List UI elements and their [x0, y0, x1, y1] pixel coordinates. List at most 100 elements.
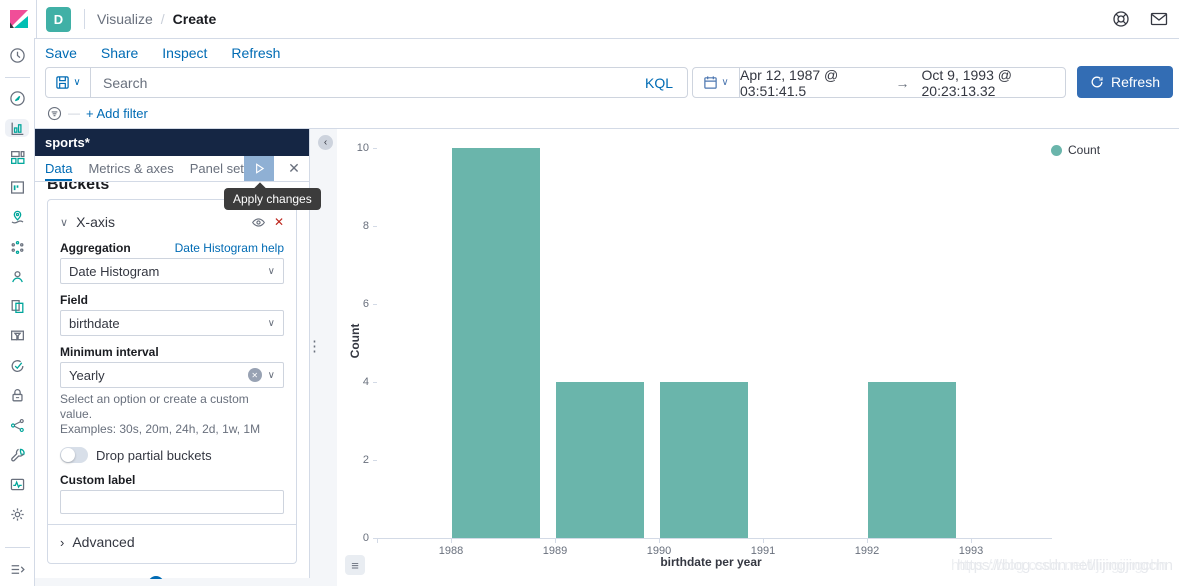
date-histogram-help-link[interactable]: Date Histogram help: [174, 241, 284, 255]
canvas-icon[interactable]: [5, 179, 29, 197]
x-axis-line: [377, 538, 1052, 539]
x-tick-mark: [451, 538, 452, 543]
search-input[interactable]: [91, 74, 631, 91]
clear-interval-icon[interactable]: ✕: [247, 368, 262, 382]
y-tick-label: 0: [362, 532, 369, 544]
x-tick-mark: [659, 538, 660, 543]
aggregation-select[interactable]: Date Histogram ∨: [60, 258, 284, 284]
nav-divider: [4, 76, 30, 78]
save-query-floppy-icon: [56, 76, 70, 89]
drop-partial-buckets-toggle[interactable]: [60, 447, 88, 463]
panel-resize-handle[interactable]: ⋮: [307, 338, 322, 355]
discover-compass-icon[interactable]: [5, 89, 29, 107]
add-bucket-button[interactable]: + Add: [47, 573, 297, 579]
x-tick-mark: [867, 538, 868, 543]
users-icon[interactable]: [5, 268, 29, 286]
minimum-interval-select[interactable]: Yearly ✕ ∨: [60, 362, 284, 388]
custom-label-label: Custom label: [60, 473, 136, 487]
y-tick-mark: [373, 538, 377, 539]
filter-bar: — + Add filter: [35, 98, 1179, 129]
logs-icon[interactable]: [5, 298, 29, 316]
legend-item-count[interactable]: Count: [1051, 143, 1100, 157]
start-date-button[interactable]: Apr 12, 1987 @ 03:51:41.5: [740, 66, 839, 99]
maps-icon[interactable]: [5, 208, 29, 226]
legend-toggle-button[interactable]: ≡: [345, 555, 365, 575]
date-range: Apr 12, 1987 @ 03:51:41.5 → Oct 9, 1993 …: [740, 67, 1065, 99]
bar-1988[interactable]: [452, 148, 540, 538]
refresh-icon: [1091, 76, 1103, 88]
breadcrumb-parent[interactable]: Visualize: [97, 11, 153, 27]
uptime-icon[interactable]: [5, 357, 29, 375]
chevron-down-icon[interactable]: ∨: [60, 216, 69, 229]
legend-dot-icon: [1051, 144, 1062, 156]
field-label: Field: [60, 293, 89, 307]
buckets-section-title: Buckets: [47, 182, 110, 193]
apm-icon[interactable]: [5, 327, 29, 345]
kibana-logo-icon[interactable]: [9, 9, 29, 29]
bar-1989[interactable]: [556, 382, 644, 538]
tab-data[interactable]: Data: [45, 156, 72, 181]
x-tick-mark: [555, 538, 556, 543]
filter-icon[interactable]: [47, 106, 62, 121]
breadcrumb: Visualize / Create: [97, 0, 216, 38]
x-tick-label: 1991: [750, 545, 776, 557]
y-tick-label: 4: [362, 376, 369, 388]
x-tick-label: 1989: [542, 545, 568, 557]
chevron-down-icon: ∨: [267, 317, 275, 329]
y-tick-label: 6: [362, 298, 369, 310]
discard-changes-button[interactable]: ✕: [281, 156, 307, 181]
drop-partial-buckets-label: Drop partial buckets: [96, 447, 212, 463]
nav-divider: [4, 547, 30, 549]
saved-query-menu-button[interactable]: ∨: [46, 68, 91, 97]
graph-icon[interactable]: [5, 417, 29, 435]
collapse-panel-button[interactable]: ‹: [318, 135, 333, 150]
remove-bucket-icon[interactable]: ✕: [273, 215, 284, 229]
toggle-visibility-eye-icon[interactable]: [251, 215, 266, 230]
field-select[interactable]: birthdate ∨: [60, 310, 284, 336]
dev-tools-wrench-icon[interactable]: [5, 446, 29, 464]
watermark: https://blog.csdn.net/lijingjingchn: [957, 557, 1173, 574]
custom-label-input[interactable]: [60, 490, 284, 514]
tab-metrics-axes[interactable]: Metrics & axes: [88, 161, 174, 176]
visualize-icon[interactable]: [5, 119, 29, 137]
x-tick-label: 1990: [646, 545, 672, 557]
y-tick-mark: [373, 148, 377, 149]
dashboard-icon[interactable]: [5, 149, 29, 167]
help-icon[interactable]: [1111, 9, 1131, 29]
newsfeed-mail-icon[interactable]: [1149, 9, 1169, 29]
bar-1990[interactable]: [660, 382, 748, 538]
aggregation-label: Aggregation: [60, 241, 131, 255]
monitoring-icon[interactable]: [5, 476, 29, 494]
space-avatar[interactable]: D: [46, 7, 71, 32]
end-date-button[interactable]: Oct 9, 1993 @ 20:23:13.32: [921, 66, 1012, 99]
breadcrumb-separator: /: [160, 11, 165, 27]
inspect-link[interactable]: Inspect: [162, 45, 208, 61]
machine-learning-icon[interactable]: [5, 238, 29, 256]
refresh-link[interactable]: Refresh: [231, 45, 281, 61]
x-axis-title[interactable]: X-axis: [76, 214, 115, 230]
save-link[interactable]: Save: [45, 45, 77, 61]
apply-changes-button[interactable]: [244, 156, 274, 181]
config-tabs: Data Metrics & axes Panel settings ✕: [35, 156, 309, 182]
siem-lock-icon[interactable]: [5, 387, 29, 405]
add-filter-button[interactable]: + Add filter: [86, 105, 148, 121]
management-gear-icon[interactable]: [5, 506, 29, 524]
plus-circle-icon: +: [148, 576, 165, 579]
apply-changes-tooltip: Apply changes: [224, 188, 321, 210]
collapse-navigation-icon[interactable]: [5, 560, 29, 578]
bar-1992[interactable]: [868, 382, 956, 538]
recently-viewed-icon[interactable]: [5, 47, 29, 65]
y-axis-title: Count: [348, 323, 362, 359]
y-tick-label: 8: [362, 220, 369, 232]
advanced-accordion[interactable]: › Advanced: [60, 534, 135, 550]
chevron-down-icon: ∨: [73, 77, 81, 88]
refresh-query-button[interactable]: Refresh: [1077, 66, 1173, 98]
breadcrumb-current: Create: [172, 11, 217, 27]
date-quick-menu-button[interactable]: ∨: [693, 68, 740, 97]
share-link[interactable]: Share: [100, 45, 139, 61]
x-tick-label: 1988: [438, 545, 464, 557]
query-language-button[interactable]: KQL: [644, 74, 673, 91]
minimum-interval-label: Minimum interval: [60, 345, 159, 359]
y-tick-label: 2: [362, 454, 369, 466]
